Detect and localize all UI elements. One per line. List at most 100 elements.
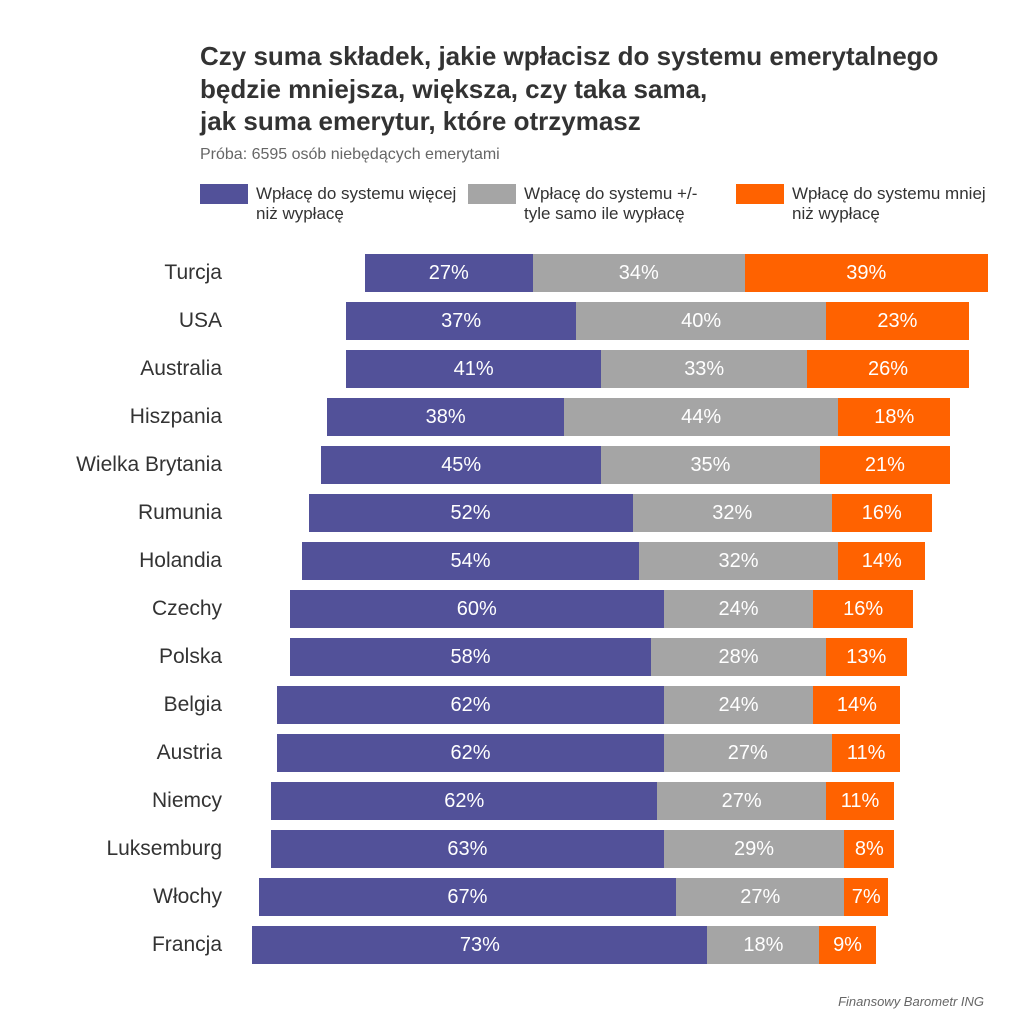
stacked-bar: 27%34%39%: [365, 254, 988, 292]
chart-legend: Wpłacę do systemu więcej niż wypłacę Wpła…: [200, 184, 994, 225]
bar-area: 38%44%18%: [240, 398, 994, 436]
chart-title: Czy suma składek, jakie wpłacisz do syst…: [200, 40, 994, 138]
legend-label: Wpłacę do systemu mniej niż wypłacę: [792, 184, 994, 225]
bar-segment: 26%: [807, 350, 969, 388]
bar-segment: 60%: [290, 590, 664, 628]
stacked-bar: 62%27%11%: [277, 734, 900, 772]
chart-row: Niemcy 62%27%11%: [30, 782, 994, 820]
chart-row: Rumunia 52%32%16%: [30, 494, 994, 532]
bar-area: 73%18%9%: [240, 926, 994, 964]
chart-bars: Turcja27%34%39%USA37%40%23%Australia41%3…: [30, 254, 994, 964]
bar-segment: 11%: [832, 734, 901, 772]
stacked-bar: 62%24%14%: [277, 686, 900, 724]
bar-segment: 18%: [838, 398, 950, 436]
legend-item: Wpłacę do systemu więcej niż wypłacę: [200, 184, 458, 225]
bar-area: 27%34%39%: [240, 254, 994, 292]
bar-segment: 32%: [639, 542, 838, 580]
legend-item: Wpłacę do systemu +/- tyle samo ile wypł…: [468, 184, 726, 225]
bar-area: 67%27%7%: [240, 878, 994, 916]
chart-row: Wielka Brytania45%35%21%: [30, 446, 994, 484]
bar-segment: 28%: [651, 638, 825, 676]
bar-segment: 16%: [813, 590, 913, 628]
bar-segment: 45%: [321, 446, 601, 484]
bar-segment: 62%: [271, 782, 657, 820]
chart-container: Czy suma składek, jakie wpłacisz do syst…: [0, 0, 1024, 1029]
row-label: USA: [30, 309, 240, 333]
bar-segment: 23%: [826, 302, 969, 340]
bar-area: 62%24%14%: [240, 686, 994, 724]
bar-segment: 7%: [844, 878, 888, 916]
stacked-bar: 62%27%11%: [271, 782, 894, 820]
stacked-bar: 54%32%14%: [302, 542, 925, 580]
row-label: Luksemburg: [30, 837, 240, 861]
chart-row: Francja73%18%9%: [30, 926, 994, 964]
stacked-bar: 41%33%26%: [346, 350, 969, 388]
bar-segment: 27%: [676, 878, 844, 916]
bar-segment: 29%: [664, 830, 845, 868]
stacked-bar: 63%29%8%: [271, 830, 894, 868]
stacked-bar: 38%44%18%: [327, 398, 950, 436]
title-line-2: będzie mniejsza, większa, czy taka sama,: [200, 74, 707, 104]
bar-segment: 24%: [664, 686, 814, 724]
chart-row: USA 37%40%23%: [30, 302, 994, 340]
chart-row: Luksemburg 63%29%8%: [30, 830, 994, 868]
chart-row: Włochy 67%27%7%: [30, 878, 994, 916]
chart-row: Belgia 62%24%14%: [30, 686, 994, 724]
bar-segment: 21%: [820, 446, 951, 484]
bar-area: 41%33%26%: [240, 350, 994, 388]
row-label: Holandia: [30, 549, 240, 573]
row-label: Belgia: [30, 693, 240, 717]
chart-row: Polska58%28%13%: [30, 638, 994, 676]
bar-segment: 24%: [664, 590, 814, 628]
bar-area: 45%35%21%: [240, 446, 994, 484]
bar-segment: 18%: [707, 926, 819, 964]
bar-segment: 32%: [633, 494, 832, 532]
chart-row: Holandia 54%32%14%: [30, 542, 994, 580]
row-label: Włochy: [30, 885, 240, 909]
legend-label: Wpłacę do systemu więcej niż wypłacę: [256, 184, 458, 225]
row-label: Wielka Brytania: [30, 453, 240, 477]
chart-row: Turcja 27%34%39%: [30, 254, 994, 292]
bar-area: 58%28%13%: [240, 638, 994, 676]
bar-area: 62%27%11%: [240, 734, 994, 772]
row-label: Austria: [30, 741, 240, 765]
row-label: Czechy: [30, 597, 240, 621]
bar-segment: 52%: [309, 494, 633, 532]
chart-row: Czechy 60%24%16%: [30, 590, 994, 628]
bar-area: 60%24%16%: [240, 590, 994, 628]
bar-segment: 63%: [271, 830, 664, 868]
stacked-bar: 37%40%23%: [346, 302, 969, 340]
bar-segment: 44%: [564, 398, 838, 436]
row-label: Turcja: [30, 261, 240, 285]
stacked-bar: 60%24%16%: [290, 590, 913, 628]
chart-subtitle: Próba: 6595 osób niebędących emerytami: [200, 146, 994, 164]
bar-segment: 16%: [832, 494, 932, 532]
bar-area: 52%32%16%: [240, 494, 994, 532]
row-label: Rumunia: [30, 501, 240, 525]
bar-segment: 40%: [576, 302, 825, 340]
legend-swatch: [200, 184, 248, 204]
bar-segment: 8%: [844, 830, 894, 868]
bar-segment: 13%: [826, 638, 907, 676]
bar-segment: 62%: [277, 734, 663, 772]
legend-item: Wpłacę do systemu mniej niż wypłacę: [736, 184, 994, 225]
row-label: Niemcy: [30, 789, 240, 813]
bar-area: 54%32%14%: [240, 542, 994, 580]
title-line-3: jak suma emerytur, które otrzymasz: [200, 106, 641, 136]
bar-segment: 27%: [664, 734, 832, 772]
bar-segment: 33%: [601, 350, 807, 388]
bar-segment: 27%: [365, 254, 533, 292]
bar-segment: 35%: [601, 446, 819, 484]
chart-row: Hiszpania38%44%18%: [30, 398, 994, 436]
bar-area: 37%40%23%: [240, 302, 994, 340]
bar-segment: 37%: [346, 302, 577, 340]
chart-row: Austria 62%27%11%: [30, 734, 994, 772]
stacked-bar: 52%32%16%: [309, 494, 932, 532]
stacked-bar: 67%27%7%: [259, 878, 888, 916]
legend-swatch: [736, 184, 784, 204]
bar-segment: 54%: [302, 542, 638, 580]
legend-label: Wpłacę do systemu +/- tyle samo ile wypł…: [524, 184, 726, 225]
bar-segment: 14%: [838, 542, 925, 580]
bar-segment: 39%: [745, 254, 988, 292]
row-label: Francja: [30, 933, 240, 957]
